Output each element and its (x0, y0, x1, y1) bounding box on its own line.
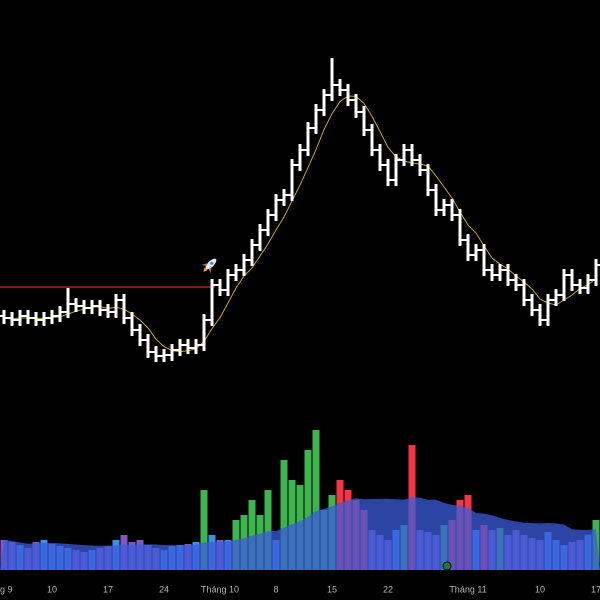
volume-average-area (0, 497, 600, 570)
x-tick-label: 8 (273, 584, 278, 594)
price-pane (0, 58, 600, 362)
x-tick-label: Tháng 11 (449, 584, 486, 594)
volume-bar (280, 460, 288, 570)
moving-average (3, 95, 597, 353)
x-tick-label: 22 (383, 584, 393, 594)
rocket-icon (201, 258, 217, 274)
volume-bar (248, 500, 256, 570)
x-tick-label: 15 (327, 584, 337, 594)
x-tick-label: Tháng 10 (201, 584, 239, 594)
volume-bar (200, 490, 208, 570)
volume-bar (264, 490, 272, 570)
x-tick-label: Tháng 9 (0, 584, 13, 594)
x-tick-label: 17 (591, 584, 600, 594)
event-dot (442, 561, 452, 571)
volume-bar (304, 450, 312, 570)
x-tick-label: 17 (103, 584, 113, 594)
x-tick-label: 24 (159, 584, 169, 594)
volume-bar (312, 430, 320, 570)
x-axis: Tháng 9 10 17 24 Tháng 10 8 15 22 Tháng 11 10 17 (0, 584, 600, 594)
volume-pane (0, 430, 600, 570)
x-tick-label: 10 (47, 584, 57, 594)
x-tick-label: 10 (535, 584, 545, 594)
